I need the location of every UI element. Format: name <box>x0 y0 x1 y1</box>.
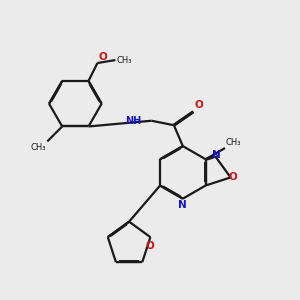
Text: N: N <box>178 200 187 210</box>
Text: O: O <box>99 52 108 62</box>
Text: O: O <box>146 241 154 251</box>
Text: CH₃: CH₃ <box>226 138 242 147</box>
Text: N: N <box>212 150 221 160</box>
Text: NH: NH <box>125 116 141 126</box>
Text: CH₃: CH₃ <box>117 56 132 64</box>
Text: O: O <box>195 100 203 110</box>
Text: O: O <box>229 172 237 182</box>
Text: CH₃: CH₃ <box>30 143 46 152</box>
